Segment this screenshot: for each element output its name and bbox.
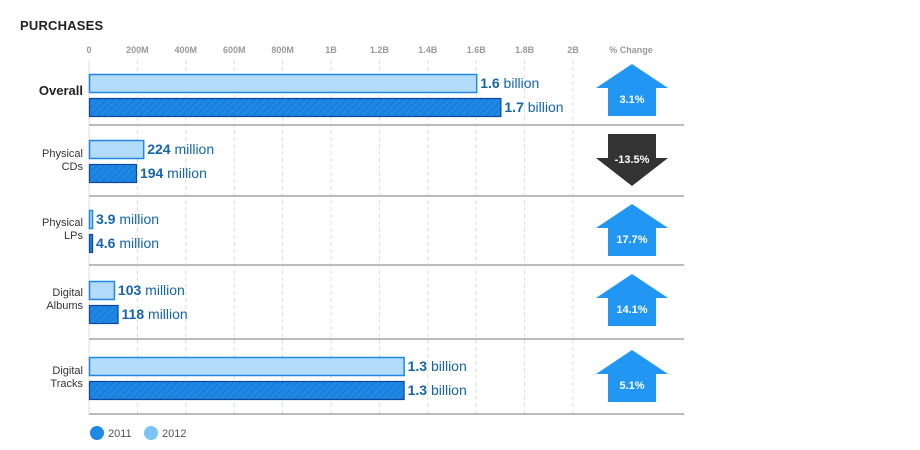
x-tick-label: 200M bbox=[126, 45, 149, 55]
value-label-2012: 224 million bbox=[147, 141, 214, 157]
percent-change-label: 14.1% bbox=[616, 304, 647, 316]
bar-2011 bbox=[88, 233, 94, 254]
arrow-down-icon bbox=[596, 134, 668, 186]
category-label: Digital bbox=[52, 365, 83, 377]
x-tick-label: 1.8B bbox=[515, 45, 535, 55]
bar-2012 bbox=[88, 209, 94, 230]
percent-change-label: 3.1% bbox=[619, 94, 644, 106]
x-tick-label: 0 bbox=[86, 45, 91, 55]
arrow-up-icon bbox=[596, 350, 668, 402]
category-label: Physical bbox=[42, 217, 83, 229]
x-tick-label: 1B bbox=[325, 45, 337, 55]
value-label-2012: 1.6 billion bbox=[480, 75, 539, 91]
value-label-2011: 1.7 billion bbox=[504, 99, 563, 115]
percent-change-label: 17.7% bbox=[616, 234, 647, 246]
category-label: Physical bbox=[42, 148, 83, 160]
value-label-2011: 4.6 million bbox=[96, 235, 159, 251]
category-label: Digital bbox=[52, 287, 83, 299]
bar-2012 bbox=[88, 139, 145, 160]
x-tick-label: 1.6B bbox=[467, 45, 487, 55]
category-label: LPs bbox=[64, 230, 83, 242]
legend-swatch-2012 bbox=[144, 426, 158, 440]
arrow-up-icon bbox=[596, 64, 668, 116]
category-label: Albums bbox=[46, 300, 83, 312]
arrow-up-icon bbox=[596, 204, 668, 256]
value-label-2011: 118 million bbox=[122, 306, 188, 322]
bar-2011 bbox=[88, 97, 502, 118]
bar-2012 bbox=[88, 73, 478, 94]
legend-swatch-2011 bbox=[90, 426, 104, 440]
chart-title: PURCHASES bbox=[20, 18, 104, 33]
x-tick-label: 2B bbox=[567, 45, 579, 55]
value-label-2011: 1.3 billion bbox=[408, 382, 467, 398]
category-label: Overall bbox=[39, 83, 83, 98]
change-header: % Change bbox=[609, 45, 653, 55]
value-label-2012: 3.9 million bbox=[96, 211, 159, 227]
x-tick-label: 400M bbox=[175, 45, 198, 55]
percent-change-label: 5.1% bbox=[619, 380, 644, 392]
x-tick-label: 1.2B bbox=[370, 45, 390, 55]
value-label-2011: 194 million bbox=[140, 165, 207, 181]
x-tick-label: 600M bbox=[223, 45, 246, 55]
category-label: Tracks bbox=[50, 378, 83, 390]
bar-2012 bbox=[88, 356, 405, 377]
x-tick-label: 1.4B bbox=[418, 45, 438, 55]
value-label-2012: 1.3 billion bbox=[408, 358, 467, 374]
legend-label-2011: 2011 bbox=[108, 428, 132, 440]
bar-2011 bbox=[88, 163, 138, 184]
arrow-up-icon bbox=[596, 274, 668, 326]
legend-label-2012: 2012 bbox=[162, 428, 186, 440]
x-tick-label: 800M bbox=[271, 45, 294, 55]
percent-change-label: -13.5% bbox=[615, 154, 650, 166]
bar-2012 bbox=[88, 280, 116, 301]
value-label-2012: 103 million bbox=[118, 282, 185, 298]
bar-2011 bbox=[88, 304, 119, 325]
bar-2011 bbox=[88, 380, 405, 401]
category-label: CDs bbox=[62, 161, 84, 173]
